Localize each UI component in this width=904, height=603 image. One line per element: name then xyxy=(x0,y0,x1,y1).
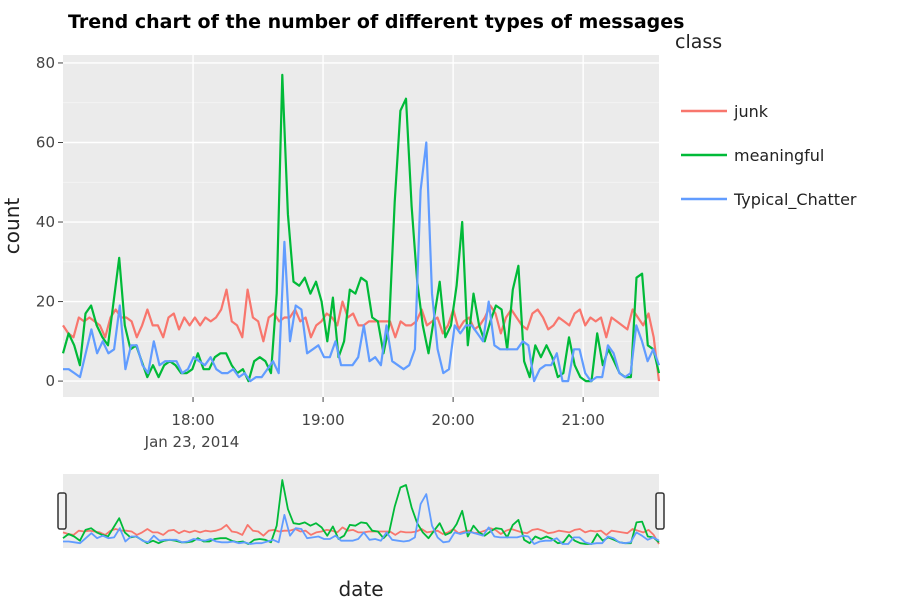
legend-item-label: junk xyxy=(733,102,769,121)
legend: class junk meaningful Typical_Chatter xyxy=(675,31,857,210)
slider-line-typical-chatter xyxy=(63,493,660,545)
range-slider-right-handle[interactable] xyxy=(655,492,665,530)
series-layer xyxy=(61,73,661,383)
y-axis: 0 20 40 60 80 xyxy=(36,54,63,390)
slider-line-meaningful xyxy=(62,479,660,545)
x-tick-label: 20:00 xyxy=(431,411,474,429)
y-tick-label: 40 xyxy=(36,213,55,231)
chart-title: Trend chart of the number of different t… xyxy=(68,11,684,33)
series-line-typical-chatter xyxy=(63,141,661,383)
range-slider[interactable] xyxy=(57,474,665,548)
x-axis-title: date xyxy=(338,577,383,601)
range-slider-series xyxy=(62,479,660,545)
range-slider-left-handle[interactable] xyxy=(57,492,67,530)
legend-title: class xyxy=(675,31,722,53)
legend-item-label: Typical_Chatter xyxy=(733,190,857,210)
legend-item-label: meaningful xyxy=(734,146,824,165)
y-tick-label: 0 xyxy=(45,372,55,390)
y-tick-label: 60 xyxy=(36,133,55,151)
x-tick-label: 18:00 xyxy=(171,411,214,429)
grid xyxy=(63,55,659,397)
x-tick-label: 19:00 xyxy=(301,411,344,429)
series-line-junk xyxy=(62,288,661,382)
y-axis-title: count xyxy=(0,198,24,255)
y-tick-label: 80 xyxy=(36,54,55,72)
x-axis: 18:00 19:00 20:00 21:00 xyxy=(171,397,605,429)
y-tick-label: 20 xyxy=(36,293,55,311)
slider-line-junk xyxy=(62,524,660,545)
x-tick-label: 21:00 xyxy=(562,411,605,429)
series-line-meaningful xyxy=(61,73,661,383)
x-tick-date-label: Jan 23, 2014 xyxy=(144,433,240,451)
